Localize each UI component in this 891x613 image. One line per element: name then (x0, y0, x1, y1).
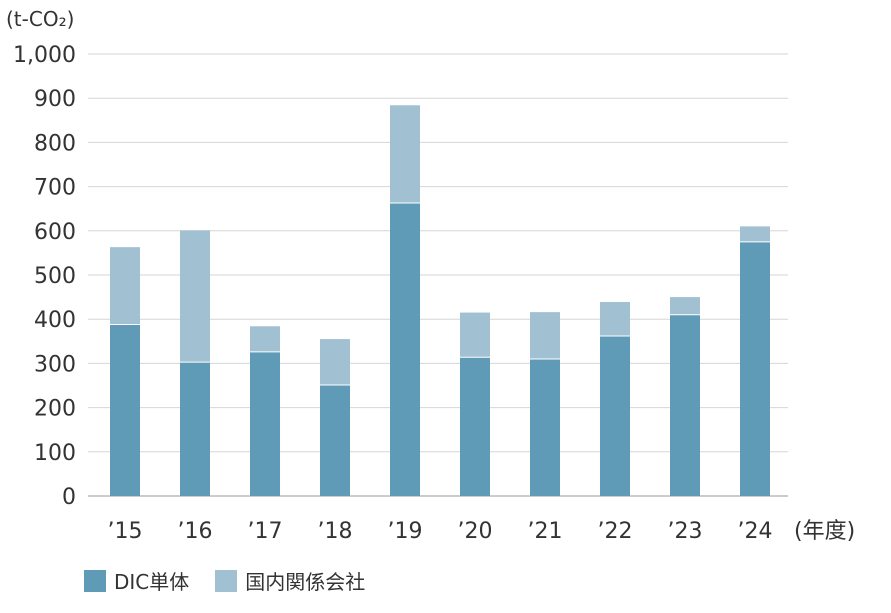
x-tick-label: ’19 (388, 519, 423, 544)
y-tick-label: 1,000 (13, 43, 76, 68)
legend-label-dic: DIC単体 (114, 570, 190, 594)
x-tick-label: ’22 (598, 519, 633, 544)
bar-domestic-affiliates (110, 247, 140, 325)
legend-label-domestic-affiliates: 国内関係会社 (245, 570, 366, 594)
y-tick-label: 400 (34, 308, 76, 333)
y-tick-label: 200 (34, 397, 76, 422)
legend-item-dic: DIC単体 (84, 566, 189, 595)
bar-dic (530, 358, 560, 496)
x-tick-label: ’16 (178, 519, 213, 544)
legend-swatch-dic (84, 569, 106, 592)
bar-domestic-affiliates (390, 105, 420, 203)
bar-domestic-affiliates (670, 297, 700, 315)
bar-dic (740, 241, 770, 496)
y-tick-label: 600 (34, 220, 76, 245)
x-tick-label: ’20 (458, 519, 493, 544)
y-tick-label: 500 (34, 264, 76, 289)
bar-dic (390, 202, 420, 497)
bar-dic (460, 357, 490, 496)
y-axis-tick-labels: 0 100 200 300 400 500 600 700 800 900 1,000 (13, 43, 76, 510)
x-axis-tick-labels: ’15 ’16 ’17 ’18 ’19 ’20 ’21 ’22 ’23 ’24 (108, 519, 773, 544)
y-tick-label: 100 (34, 441, 76, 466)
x-tick-label: ’15 (108, 519, 143, 544)
legend: DIC単体 国内関係会社 (84, 566, 391, 595)
bar-dic (180, 362, 210, 496)
bar-dic (110, 324, 140, 496)
bar-domestic-affiliates (250, 326, 280, 352)
bars (110, 105, 770, 497)
y-axis-unit-label: (t-CO₂) (6, 7, 74, 31)
y-tick-label: 800 (34, 131, 76, 156)
y-tick-label: 300 (34, 352, 76, 377)
x-tick-label: ’21 (528, 519, 563, 544)
bar-dic (670, 314, 700, 496)
x-axis-unit-label: (年度) (794, 519, 855, 544)
x-tick-label: ’17 (248, 519, 283, 544)
bar-domestic-affiliates (320, 339, 350, 386)
y-tick-label: 0 (62, 485, 76, 510)
bar-dic (320, 385, 350, 496)
bar-dic (600, 335, 630, 496)
legend-swatch-domestic-affiliates (215, 569, 238, 592)
x-tick-label: ’23 (668, 519, 703, 544)
bar-domestic-affiliates (740, 226, 770, 242)
y-tick-label: 700 (34, 176, 76, 201)
y-tick-label: 900 (34, 87, 76, 112)
bar-domestic-affiliates (530, 312, 560, 359)
bar-dic (250, 351, 280, 496)
x-tick-label: ’24 (738, 519, 773, 544)
legend-item-domestic-affiliates: 国内関係会社 (215, 566, 365, 595)
bar-domestic-affiliates (180, 230, 210, 363)
bar-domestic-affiliates (600, 301, 630, 336)
x-tick-label: ’18 (318, 519, 353, 544)
bar-domestic-affiliates (460, 312, 490, 358)
